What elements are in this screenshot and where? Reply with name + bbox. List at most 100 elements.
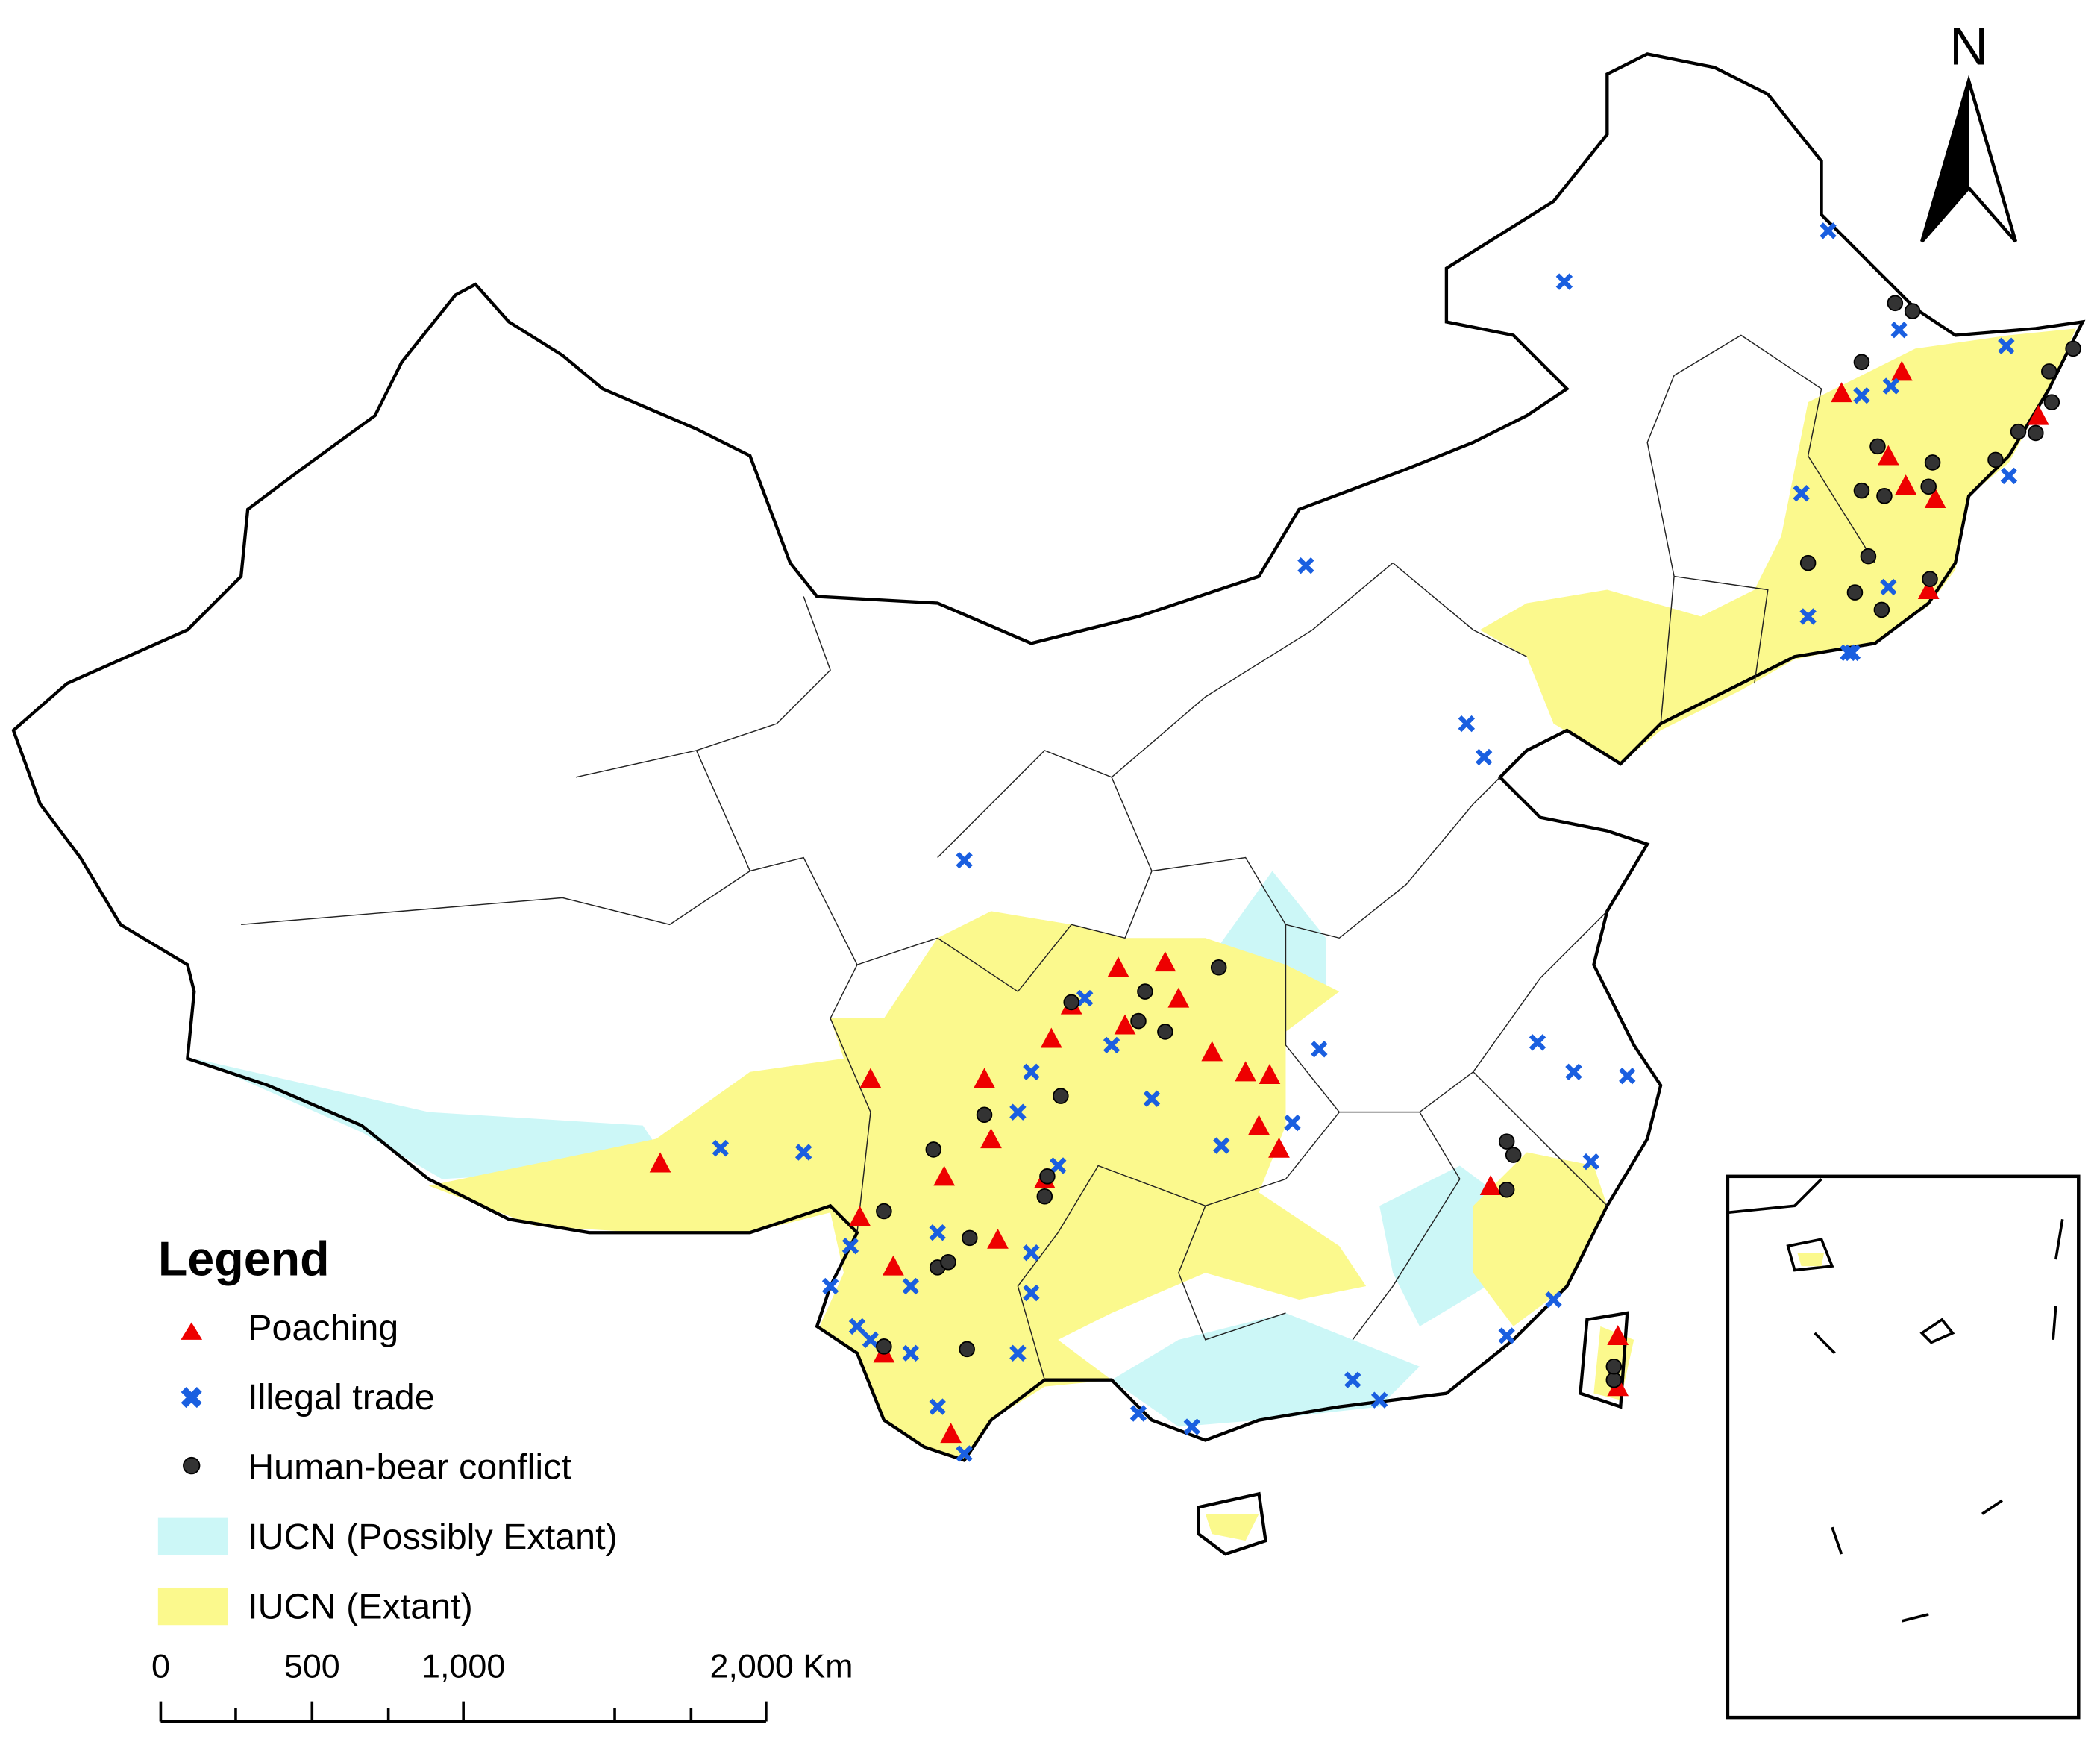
- poaching-marker: [1890, 360, 1913, 381]
- poaching-marker: [980, 1128, 1002, 1149]
- conflict-marker: [1505, 1147, 1522, 1163]
- legend-item: IUCN (Possibly Extant): [248, 1517, 618, 1557]
- illegal-trade-marker: [956, 851, 973, 869]
- illegal-trade-marker: [1582, 1153, 1599, 1171]
- inset-frame: [1726, 1174, 2081, 1720]
- conflict-marker: [1853, 354, 1870, 371]
- conflict-marker: [2041, 363, 2057, 380]
- illegal-trade-marker: [2000, 467, 2018, 485]
- legend-trade-symbol: ✖: [179, 1382, 204, 1414]
- conflict-marker: [1498, 1182, 1515, 1198]
- illegal-trade-marker: [1880, 578, 1897, 596]
- poaching-marker: [1167, 987, 1190, 1008]
- illegal-trade-marker: [821, 1277, 839, 1295]
- illegal-trade-marker: [1853, 386, 1870, 404]
- poaching-marker: [1114, 1014, 1136, 1035]
- poaching-marker: [1235, 1061, 1256, 1082]
- range-layers: [194, 328, 2076, 1541]
- scale-bar-line: [159, 1701, 768, 1723]
- inset-shapes: [1727, 1178, 2064, 1623]
- illegal-trade-marker: [848, 1318, 866, 1335]
- poaching-marker: [859, 1068, 882, 1088]
- poaching-marker: [1831, 382, 1852, 403]
- illegal-trade-marker: [902, 1277, 919, 1295]
- conflict-marker: [1063, 994, 1079, 1011]
- legend-item: Poaching: [248, 1308, 398, 1348]
- poaching-marker: [1479, 1175, 1502, 1195]
- conflict-marker: [1873, 601, 1890, 618]
- illegal-trade-marker: [1555, 273, 1573, 290]
- conflict-marker: [976, 1106, 993, 1124]
- illegal-trade-marker: [1458, 715, 1476, 733]
- illegal-trade-marker: [841, 1237, 859, 1255]
- conflict-marker: [1860, 548, 1877, 565]
- legend-conflict-symbol: [183, 1456, 201, 1475]
- conflict-marker: [1157, 1024, 1173, 1040]
- illegal-trade-marker: [1183, 1418, 1200, 1435]
- conflict-marker: [925, 1141, 942, 1158]
- illegal-trade-marker: [1565, 1063, 1582, 1080]
- conflict-marker: [1922, 571, 1938, 587]
- illegal-trade-marker: [1545, 1291, 1562, 1309]
- poaching-marker: [1895, 474, 1917, 495]
- poaching-marker: [1201, 1041, 1223, 1062]
- illegal-trade-marker: [1882, 377, 1900, 395]
- conflict-marker: [1039, 1168, 1056, 1185]
- illegal-trade-marker: [712, 1139, 730, 1157]
- poaching-marker: [1917, 579, 1940, 600]
- illegal-trade-marker: [902, 1344, 919, 1362]
- scale-label: 0: [151, 1647, 170, 1685]
- conflict-marker: [962, 1229, 978, 1247]
- illegal-trade-marker: [794, 1144, 812, 1161]
- poaching-marker: [1040, 1027, 1062, 1048]
- conflict-marker: [876, 1203, 892, 1220]
- illegal-trade-marker: [1023, 1284, 1040, 1302]
- illegal-trade-marker: [1023, 1063, 1040, 1080]
- conflict-marker: [1887, 295, 1904, 312]
- conflict-marker: [2028, 424, 2044, 442]
- poaching-marker: [1107, 956, 1129, 977]
- conflict-marker: [1853, 482, 1870, 499]
- illegal-trade-marker: [929, 1398, 946, 1415]
- illegal-trade-marker: [1370, 1391, 1388, 1409]
- scale-label: 500: [284, 1647, 340, 1685]
- illegal-trade-marker: [1023, 1244, 1040, 1262]
- conflict-marker: [1498, 1133, 1515, 1150]
- poaching-marker: [987, 1228, 1009, 1249]
- illegal-trade-marker: [1076, 989, 1094, 1007]
- legend-poaching-symbol: [181, 1322, 203, 1340]
- extant-range: [428, 328, 2076, 1541]
- conflict-marker: [2065, 340, 2081, 357]
- illegal-trade-marker: [956, 1445, 973, 1462]
- north-arrow-fill: [1922, 81, 1969, 242]
- illegal-trade-marker: [1009, 1103, 1027, 1121]
- illegal-trade-marker: [929, 1224, 946, 1241]
- poaching-marker: [1268, 1137, 1290, 1158]
- conflict-marker: [2043, 394, 2060, 410]
- poaching-marker: [1154, 951, 1176, 972]
- conflict-marker: [1210, 959, 1227, 976]
- poaching-marker: [1877, 445, 1899, 466]
- conflict-marker: [1987, 451, 2004, 469]
- province-borders: [241, 334, 1876, 1380]
- illegal-trade-marker: [1793, 485, 1810, 502]
- illegal-trade-marker: [862, 1331, 880, 1349]
- conflict-marker: [940, 1253, 956, 1271]
- illegal-trade-marker: [1344, 1371, 1361, 1388]
- illegal-trade-marker: [1890, 322, 1908, 339]
- illegal-trade-marker: [1498, 1327, 1515, 1344]
- legend: Legend Poaching ✖ Illegal trade Human-be…: [157, 1232, 618, 1626]
- poaching-marker: [1607, 1325, 1629, 1346]
- illegal-trade-marker: [1475, 748, 1493, 766]
- conflict-marker: [1904, 303, 1921, 319]
- occurrence-markers: [649, 222, 2081, 1462]
- conflict-marker: [2010, 423, 2027, 440]
- illegal-trade-marker: [1998, 337, 2015, 354]
- poaching-marker: [1259, 1064, 1281, 1084]
- poaching-marker: [649, 1152, 671, 1173]
- illegal-trade-marker: [1213, 1137, 1230, 1154]
- poaching-marker: [1248, 1115, 1270, 1135]
- illegal-trade-marker: [1529, 1034, 1546, 1051]
- inset: [1726, 1174, 2081, 1720]
